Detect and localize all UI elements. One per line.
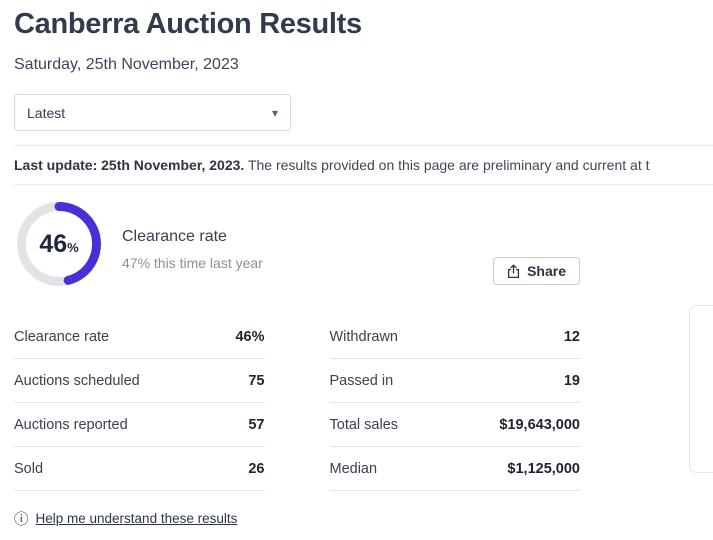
chevron-down-icon: ▾ [271, 105, 278, 120]
share-button-label: Share [527, 263, 566, 280]
table-row: Median $1,125,000 [329, 447, 580, 492]
last-update-text: The results provided on this page are pr… [244, 157, 650, 174]
stat-label: Auctions scheduled [14, 373, 140, 390]
next-card-partial-edge [689, 305, 713, 473]
clearance-percent-number: 46 [39, 229, 68, 258]
stat-value: 75 [248, 373, 265, 390]
last-year-comparison: 47% this time last year [122, 254, 263, 271]
table-row: Sold 26 [14, 447, 265, 492]
clearance-rate-label: Clearance rate [122, 227, 227, 245]
stat-value: 19 [563, 373, 580, 390]
table-row: Total sales $19,643,000 [329, 403, 580, 448]
stat-value: 46% [235, 329, 265, 346]
table-row: Auctions scheduled 75 [14, 359, 265, 404]
page-title: Canberra Auction Results [14, 8, 362, 40]
share-button[interactable]: Share [493, 257, 580, 286]
table-row: Clearance rate 46% [14, 315, 265, 360]
stat-value: 57 [248, 417, 265, 434]
clearance-labels: Clearance rate 47% this time last year [122, 218, 263, 271]
clearance-overview: 46% Clearance rate 47% this time last ye… [14, 199, 580, 289]
stat-value: $19,643,000 [499, 417, 580, 434]
table-row: Passed in 19 [329, 359, 580, 404]
stat-value: $1,125,000 [507, 461, 580, 478]
stat-label: Auctions reported [14, 417, 128, 434]
stat-label: Total sales [329, 417, 399, 434]
clearance-donut-arc [17, 202, 101, 287]
stats-column-right: Withdrawn 12 Passed in 19 Total sales $1… [329, 315, 580, 492]
auction-stats-tables: Clearance rate 46% Auctions scheduled 75… [14, 315, 580, 492]
results-date: Saturday, 25th November, 2023 [14, 56, 239, 74]
share-icon [508, 264, 520, 278]
stat-label: Passed in [329, 373, 394, 390]
help-understand-link[interactable]: ⓘ Help me understand these results [14, 508, 237, 529]
stat-label: Median [329, 461, 378, 478]
info-icon: ⓘ [14, 512, 29, 529]
table-row: Withdrawn 12 [329, 315, 580, 360]
table-row: Auctions reported 57 [14, 403, 265, 448]
clearance-donut-chart: 46% [14, 199, 104, 289]
stat-value: 12 [563, 329, 580, 346]
donut-svg [17, 202, 101, 287]
results-filter-dropdown[interactable]: Latest ▾ [14, 94, 291, 132]
dropdown-selected-value: Latest [27, 104, 66, 121]
stat-label: Sold [14, 461, 44, 478]
stat-label: Clearance rate [14, 329, 110, 346]
clearance-percent-sign: % [67, 239, 79, 255]
last-update-notice: Last update: 25th November, 2023. The re… [14, 145, 713, 186]
last-update-date: Last update: 25th November, 2023. [14, 157, 245, 174]
stat-value: 26 [248, 461, 265, 478]
stats-column-left: Clearance rate 46% Auctions scheduled 75… [14, 315, 265, 492]
help-link-label: Help me understand these results [35, 511, 238, 527]
stat-label: Withdrawn [329, 329, 399, 346]
donut-center-label: 46% [14, 199, 104, 289]
